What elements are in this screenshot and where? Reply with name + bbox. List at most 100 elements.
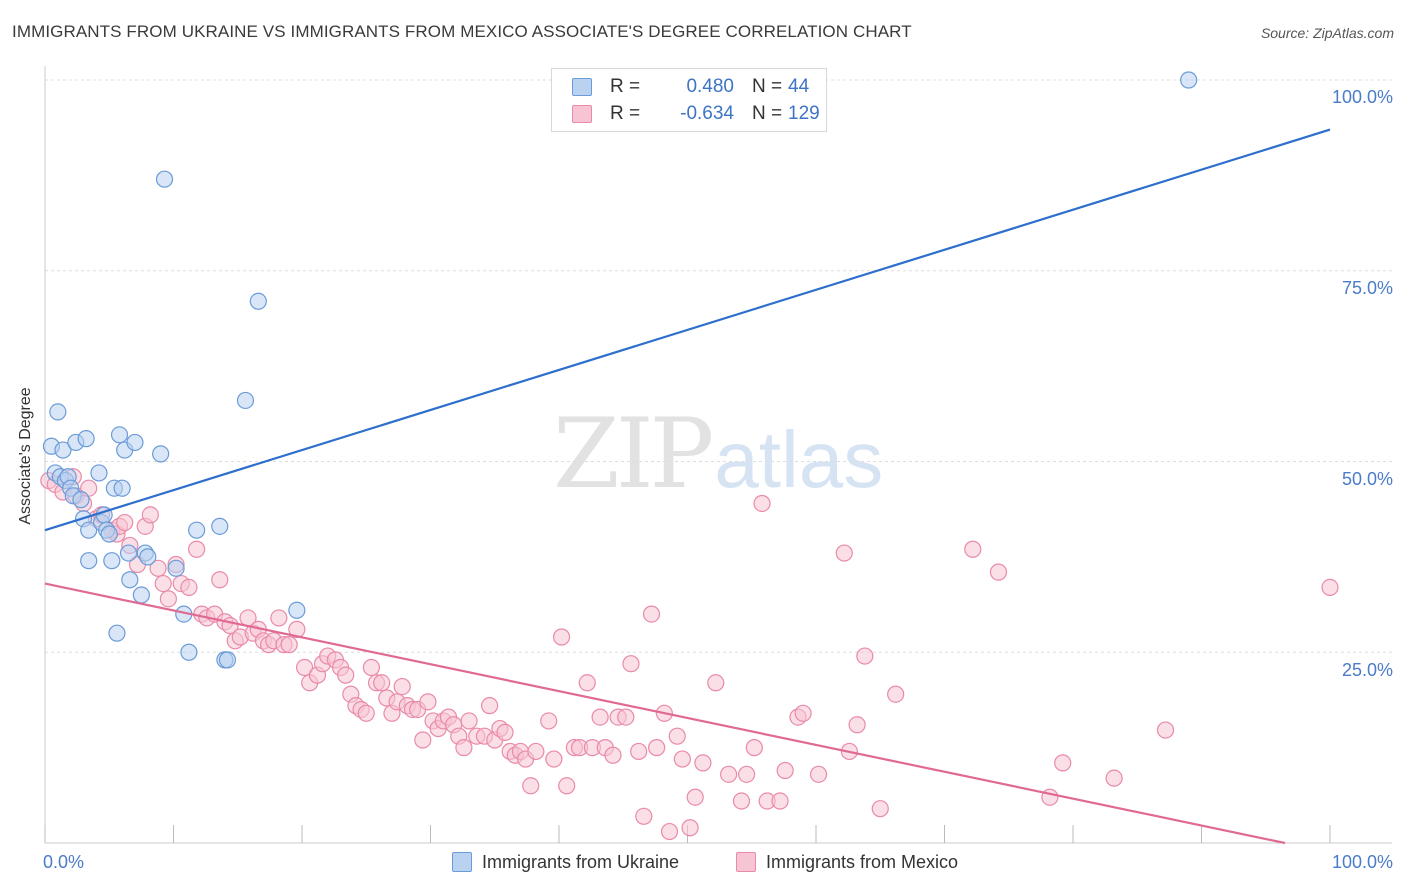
n-value: 44 (788, 76, 810, 97)
ukraine-point (108, 624, 126, 642)
mexico-point (660, 822, 679, 841)
ukraine-point (180, 643, 198, 661)
ukraine-point (152, 445, 170, 463)
mexico-point (673, 750, 691, 768)
mexico-point (604, 746, 622, 764)
mexico-point (622, 655, 640, 673)
mexico-point (362, 658, 380, 677)
mexico-point (835, 544, 853, 562)
ukraine-swatch (572, 78, 592, 96)
mexico-point (745, 739, 763, 757)
mexico-point (540, 712, 558, 730)
mexico-point (1156, 721, 1175, 739)
watermark: ZIPatlas (553, 398, 883, 510)
ukraine-point (126, 433, 144, 452)
ukraine-point (119, 544, 138, 562)
ukraine-point (113, 479, 131, 497)
ukraine-point (100, 525, 118, 543)
trend-lines (44, 128, 1331, 845)
mexico-point (116, 513, 134, 532)
mexico-point (527, 742, 545, 761)
mexico-point (642, 605, 661, 623)
mexico-point (871, 800, 889, 818)
x-tick-label-max: 100.0% (1331, 852, 1393, 872)
mexico-point (630, 742, 648, 761)
mexico-point (419, 693, 437, 711)
mexico-point (188, 540, 206, 558)
n-label: N = (752, 103, 783, 124)
mexico-point (149, 559, 167, 577)
mexico-point (591, 708, 609, 726)
legend-item-ukraine: Immigrants from Ukraine (452, 852, 679, 873)
mexico-point (856, 647, 874, 665)
mexico-point (964, 540, 982, 558)
ukraine-point (288, 601, 306, 619)
mexico-point (578, 674, 596, 692)
mexico-point (848, 716, 866, 734)
mexico-point (771, 792, 789, 810)
mexico-point (211, 571, 229, 589)
legend-item-mexico: Immigrants from Mexico (736, 852, 958, 873)
chart-title: IMMIGRANTS FROM UKRAINE VS IMMIGRANTS FR… (12, 22, 912, 41)
n-value: 129 (788, 103, 820, 124)
ukraine-point (77, 430, 95, 448)
mexico-point (460, 712, 478, 730)
grid-layer (45, 79, 1392, 653)
ukraine-point (188, 521, 206, 539)
n-label: N = (752, 76, 783, 97)
ukraine-point (49, 403, 67, 421)
watermark-zip: ZIP (553, 398, 714, 510)
mexico-point (522, 777, 540, 795)
mexico-point (357, 704, 375, 722)
legend-label-mexico: Immigrants from Mexico (766, 852, 959, 872)
y-tick-label: 25.0% (1341, 660, 1393, 680)
ukraine-point (1180, 71, 1198, 89)
ukraine-point (139, 548, 157, 566)
ukraine-point (72, 491, 90, 509)
r-label: R = (610, 76, 641, 97)
ukraine-point (132, 586, 150, 604)
ukraine-points (42, 71, 1198, 669)
watermark-atlas: atlas (714, 415, 884, 504)
mexico-point (738, 765, 756, 783)
ukraine-point (90, 464, 108, 482)
mexico-point (414, 731, 432, 749)
ukraine-point (249, 292, 267, 310)
r-value: -0.634 (680, 103, 734, 124)
mexico-point (558, 777, 576, 795)
mexico-point (280, 636, 298, 654)
ukraine-trend-line (44, 128, 1331, 532)
y-tick-label: 50.0% (1341, 469, 1393, 489)
mexico-point (617, 708, 635, 726)
ukraine-point (211, 517, 229, 535)
legend-label-ukraine: Immigrants from Ukraine (482, 852, 680, 872)
ukraine-point (167, 559, 185, 577)
mexico-point (809, 765, 828, 783)
mexico-point (1321, 578, 1339, 596)
mexico-point (393, 677, 411, 696)
ukraine-point (236, 391, 255, 410)
mexico-point (989, 563, 1008, 581)
ukraine-point (218, 651, 237, 669)
mexico-trend-line (44, 582, 1286, 845)
mexico-point (887, 685, 905, 703)
mexico-point (180, 578, 198, 596)
mexico-point (720, 765, 738, 783)
ukraine-point (121, 571, 139, 589)
mexico-points (40, 468, 1339, 841)
mexico-point (707, 674, 725, 692)
mexico-point (635, 807, 653, 825)
mexico-point (1105, 769, 1123, 787)
mexico-point (753, 494, 771, 513)
mexico-point (481, 697, 499, 715)
mexico-point (295, 658, 314, 677)
mexico-point (154, 574, 172, 593)
mexico-swatch (572, 105, 592, 123)
correlation-legend: R = 0.480 N = 44 R = -0.634 N = 129 (551, 68, 827, 132)
mexico-point (681, 819, 699, 837)
mexico-point (455, 739, 473, 757)
ukraine-point (155, 170, 174, 188)
r-value: 0.480 (686, 76, 734, 97)
x-tick-label-min: 0.0% (43, 852, 85, 872)
